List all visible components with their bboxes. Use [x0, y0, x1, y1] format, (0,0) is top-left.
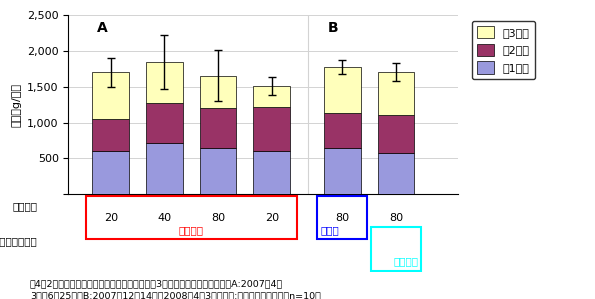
Bar: [371, 227, 421, 271]
Text: （本／パネル）: （本／パネル）: [0, 236, 37, 246]
Bar: [200, 76, 236, 108]
Bar: [253, 151, 290, 194]
Bar: [200, 108, 236, 148]
Text: A: A: [96, 21, 108, 35]
Text: 量管理: 量管理: [320, 225, 339, 235]
Text: 20: 20: [265, 213, 279, 223]
Text: 80: 80: [389, 213, 403, 223]
Y-axis label: 収量（g/株）: 収量（g/株）: [11, 83, 21, 127]
Bar: [92, 72, 129, 119]
Bar: [378, 153, 414, 194]
Bar: [253, 107, 290, 151]
Text: 栄植密度: 栄植密度: [12, 201, 37, 211]
Text: 80: 80: [211, 213, 225, 223]
Text: 3日～6月25日、B:2007年12月14日～2008年4月3日、縦棒:全収量の標準誤差、n=10）: 3日～6月25日、B:2007年12月14日～2008年4月3日、縦棒:全収量の…: [30, 292, 321, 299]
Bar: [92, 119, 129, 151]
Bar: [324, 67, 361, 113]
Bar: [324, 148, 361, 194]
Text: B: B: [328, 21, 339, 35]
Bar: [378, 72, 414, 115]
Bar: [253, 86, 290, 107]
Bar: [146, 103, 183, 143]
Bar: [146, 62, 183, 103]
Text: 夜間断水: 夜間断水: [393, 256, 418, 266]
Bar: [200, 148, 236, 194]
Bar: [317, 196, 368, 239]
Text: 濃度管理: 濃度管理: [178, 225, 203, 235]
Text: 80: 80: [336, 213, 349, 223]
Bar: [92, 151, 129, 194]
Text: 围4　2次育苗時の処理の違いと収量（処理は围3と同じ、本圧での栄培期間A:2007年4月: 围4 2次育苗時の処理の違いと収量（処理は围3と同じ、本圧での栄培期間A:200…: [30, 280, 283, 289]
Bar: [324, 113, 361, 148]
Bar: [86, 196, 297, 239]
Bar: [146, 143, 183, 194]
Text: 40: 40: [158, 213, 171, 223]
Text: 20: 20: [104, 213, 118, 223]
Bar: [378, 115, 414, 153]
Legend: 第3果房, 第2果房, 第1果房: 第3果房, 第2果房, 第1果房: [471, 21, 535, 79]
